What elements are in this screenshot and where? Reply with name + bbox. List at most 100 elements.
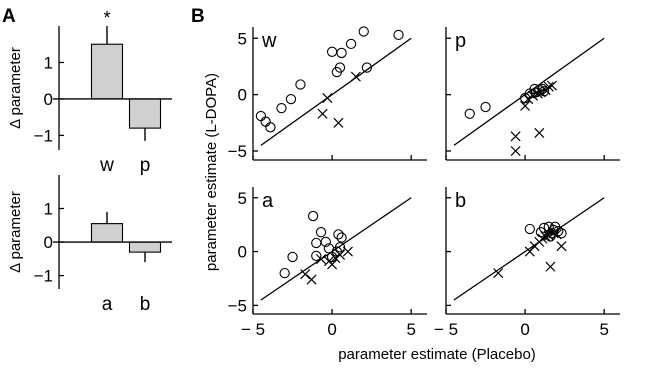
cross-marker xyxy=(535,87,546,98)
circle-marker xyxy=(320,236,331,248)
circle-marker xyxy=(358,26,369,37)
cross-marker xyxy=(551,229,562,240)
bar-chart-top: −1 0 1 * w p Δ parameter xyxy=(7,8,172,176)
cross-stroke xyxy=(510,131,521,142)
cross-marker xyxy=(540,231,551,242)
category-label-b: b xyxy=(140,294,151,315)
cross-stroke xyxy=(322,92,333,104)
circle-marker xyxy=(276,103,287,114)
cross-marker xyxy=(548,228,559,239)
circle-marker xyxy=(538,222,550,234)
circle-marker xyxy=(336,232,347,243)
bar-b xyxy=(128,241,162,253)
circle-marker xyxy=(311,237,322,249)
subplot-label-w: w xyxy=(261,30,277,52)
circle-marker xyxy=(295,79,306,90)
y-tick-label: 0 xyxy=(238,86,247,105)
cross-stroke xyxy=(350,71,361,82)
circle-marker xyxy=(480,101,491,113)
cross-stroke xyxy=(551,229,562,240)
scatter-subplot-w: −5 0 5 w xyxy=(228,26,427,161)
circle-marker xyxy=(255,110,267,122)
cross-marker xyxy=(330,253,341,264)
cross-stroke xyxy=(548,228,559,239)
y-axis-label: Δ parameter xyxy=(7,47,24,129)
cross-stroke xyxy=(535,87,546,98)
circle-marker xyxy=(333,229,344,240)
cross-stroke xyxy=(493,268,504,279)
cross-marker xyxy=(342,246,353,257)
cross-stroke xyxy=(540,231,551,242)
circle-marker xyxy=(345,38,357,50)
category-label-w: w xyxy=(99,155,114,176)
x-tick-label: 5 xyxy=(599,320,608,339)
cross-stroke xyxy=(317,108,328,119)
scatter-subplot-a: −505− 5 0 5a xyxy=(228,187,427,339)
y-tick-label: 0 xyxy=(44,233,53,252)
panel-label-b: B xyxy=(191,6,205,27)
cross-stroke xyxy=(327,259,338,270)
x-tick-label: 0 xyxy=(520,320,529,339)
x-tick-label: 5 xyxy=(406,320,415,339)
circle-marker xyxy=(361,62,373,73)
cross-marker xyxy=(300,269,311,280)
circle-marker xyxy=(336,47,347,59)
circle-marker xyxy=(524,223,535,235)
cross-marker xyxy=(546,80,558,91)
circle-marker xyxy=(307,210,319,222)
bar-p xyxy=(128,98,162,129)
cross-marker xyxy=(315,254,327,265)
subplot-label-a: a xyxy=(262,190,274,212)
cross-stroke xyxy=(527,90,539,101)
identity-line xyxy=(260,37,412,146)
y-tick-label: 5 xyxy=(238,29,247,48)
cross-stroke xyxy=(534,127,545,138)
circle-marker xyxy=(287,251,298,263)
cross-marker xyxy=(532,88,543,99)
cross-stroke xyxy=(545,261,556,272)
circle-marker xyxy=(556,228,567,239)
scatter-subplot-p: p xyxy=(445,27,620,161)
cross-marker xyxy=(493,268,504,279)
x-tick-label: 0 xyxy=(327,320,336,339)
y-tick-label: 0 xyxy=(44,90,53,109)
cross-marker xyxy=(327,259,338,270)
y-axis-label: parameter estimate (L-DOPA) xyxy=(203,73,220,271)
y-tick-label: −5 xyxy=(228,296,247,315)
cross-stroke xyxy=(556,241,567,252)
bar-chart-bottom: −1 0 1 a b Δ parameter xyxy=(7,175,172,315)
cross-marker xyxy=(306,274,317,285)
x-tick-label: − 5 xyxy=(434,320,458,339)
cross-marker xyxy=(527,90,539,101)
bar-a xyxy=(90,223,124,243)
cross-stroke xyxy=(334,249,346,260)
cross-marker xyxy=(333,117,344,128)
cross-marker xyxy=(322,92,333,104)
cross-stroke xyxy=(532,88,543,99)
subplot-label-p: p xyxy=(455,30,466,52)
x-axis-label: parameter estimate (Placebo) xyxy=(338,346,536,363)
y-tick-label: 1 xyxy=(44,53,53,72)
y-tick-label: −1 xyxy=(34,126,53,145)
subplot-label-b: b xyxy=(455,190,466,212)
cross-marker xyxy=(545,261,556,272)
circle-marker xyxy=(334,62,346,73)
cross-stroke xyxy=(330,253,341,264)
circle-marker xyxy=(326,46,338,57)
circle-marker xyxy=(311,250,322,262)
circle-marker xyxy=(315,227,327,238)
cross-stroke xyxy=(510,145,521,157)
cross-marker xyxy=(543,81,554,92)
x-tick-label: − 5 xyxy=(241,320,265,339)
cross-stroke xyxy=(523,94,534,105)
cross-marker xyxy=(523,94,534,105)
cross-stroke xyxy=(543,81,554,92)
cross-marker xyxy=(534,127,545,138)
y-tick-label: 5 xyxy=(238,189,247,208)
circle-marker xyxy=(326,251,338,263)
panel-label-a: A xyxy=(2,6,16,27)
category-label-p: p xyxy=(140,155,151,176)
circle-marker xyxy=(464,108,475,119)
